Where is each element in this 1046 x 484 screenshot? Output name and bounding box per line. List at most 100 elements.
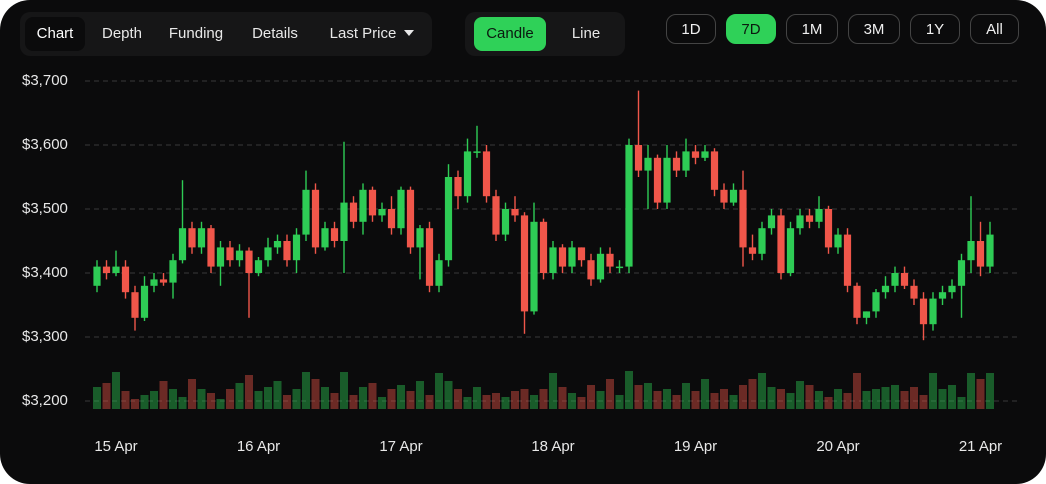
volume-bar (644, 383, 652, 409)
mode-button[interactable]: Candle (474, 17, 546, 51)
volume-bar (910, 387, 918, 409)
volume-bar (207, 393, 215, 409)
range-button[interactable]: 3M (848, 14, 900, 44)
volume-bar (178, 397, 187, 409)
mode-group: Candle Line (465, 12, 625, 56)
y-tick-label: $3,500 (22, 200, 68, 217)
volume-bar (140, 395, 149, 409)
candle-body (93, 266, 101, 286)
x-tick-label: 17 Apr (379, 438, 422, 455)
tab-dropdown[interactable]: Last Price (318, 17, 426, 51)
candle-body (406, 189, 415, 248)
tab[interactable]: Details (252, 25, 298, 42)
candle-body (786, 228, 795, 273)
volume-bar (131, 399, 139, 409)
volume-bar (245, 375, 253, 409)
volume-bar (368, 383, 377, 409)
tab[interactable]: Chart (25, 17, 85, 51)
volume-bar (891, 385, 899, 409)
candle-body (938, 292, 947, 299)
volume-bar (473, 387, 481, 409)
candle-body (454, 177, 462, 197)
candle-body (530, 221, 538, 312)
volume-bar (596, 391, 605, 409)
volume-bar (577, 397, 586, 409)
volume-bar (188, 379, 196, 409)
candle-body (653, 157, 662, 203)
volume-bar (254, 391, 263, 409)
volume-bar (549, 373, 557, 409)
volume-bar (169, 389, 177, 409)
volume-bar (530, 395, 538, 409)
volume-bar (986, 373, 994, 409)
candle-body (368, 189, 377, 216)
mode-button[interactable]: Line (571, 25, 601, 42)
candle-body (520, 215, 529, 312)
volume-bar (900, 391, 909, 409)
volume-bar (824, 397, 833, 409)
volume-bar (967, 373, 975, 409)
range-button[interactable]: 1M (786, 14, 838, 44)
candle-body (843, 234, 852, 286)
candle-body (596, 253, 605, 280)
candle-body (330, 228, 339, 241)
volume-bar (216, 399, 225, 409)
range-button[interactable]: 1D (666, 14, 716, 44)
volume-bar (710, 393, 719, 409)
candle-body (919, 298, 928, 325)
candle-body (739, 189, 747, 248)
volume-bar (121, 391, 130, 409)
candle-body (910, 285, 918, 299)
volume-bar (815, 391, 823, 409)
candle-body (102, 266, 111, 273)
x-tick-label: 21 Apr (959, 438, 1002, 455)
volume-bar (102, 383, 111, 409)
range-button[interactable]: 7D (726, 14, 776, 44)
volume-bar (720, 389, 728, 409)
candle-body (112, 266, 120, 273)
volume-bar (378, 397, 386, 409)
candle-body (767, 215, 776, 229)
volume-bar (454, 389, 462, 409)
range-button[interactable]: All (970, 14, 1019, 44)
volume-bar (197, 389, 206, 409)
candle-body (254, 260, 263, 273)
candle-body (615, 266, 624, 269)
candle-body (435, 260, 443, 286)
candle-body (881, 285, 890, 293)
volume-bar (938, 389, 947, 409)
volume-bar (587, 385, 595, 409)
x-tick-label: 19 Apr (674, 438, 717, 455)
candle-body (501, 209, 510, 235)
volume-bar (264, 387, 272, 409)
candle-body (900, 273, 909, 286)
volume-bar (359, 387, 367, 409)
volume-bar (387, 389, 396, 409)
candle-body (397, 189, 405, 229)
volume-bar (758, 373, 766, 409)
candle-body (577, 247, 586, 261)
tab[interactable]: Depth (101, 25, 143, 42)
candle-body (340, 202, 348, 241)
volume-bar (948, 385, 956, 409)
y-tick-label: $3,700 (22, 72, 68, 89)
volume-bar (292, 389, 301, 409)
candle-body (416, 228, 424, 248)
volume-bar (558, 387, 567, 409)
volume-bar (520, 389, 529, 409)
candle-body (777, 215, 785, 273)
candle-body (283, 241, 291, 261)
volume-bar (425, 395, 434, 409)
range-button[interactable]: 1Y (910, 14, 960, 44)
tab[interactable]: Funding (168, 25, 224, 42)
candle-body (292, 234, 301, 261)
volume-bar (729, 395, 738, 409)
candle-body (796, 215, 804, 229)
candle-body (226, 247, 234, 261)
x-tick-label: 18 Apr (531, 438, 574, 455)
candle-body (729, 189, 738, 203)
volume-bar (112, 372, 120, 409)
volume-bar (435, 373, 443, 409)
volume-bar (834, 389, 842, 409)
